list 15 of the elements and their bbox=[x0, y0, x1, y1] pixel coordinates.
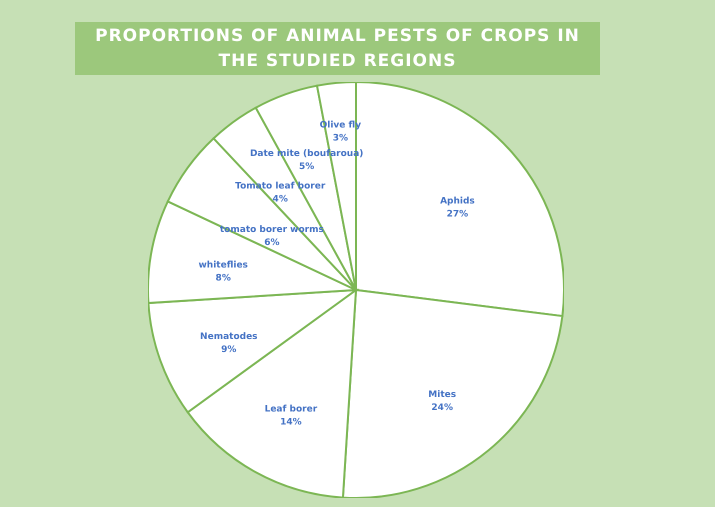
data-label: 8% bbox=[216, 274, 231, 284]
slice-label: Nematodes bbox=[200, 332, 258, 342]
chart-title: PROPORTIONS OF ANIMAL PESTS OF CROPS IN THE STUDIED REGIONS bbox=[75, 22, 600, 75]
data-label: 27% bbox=[446, 210, 468, 220]
data-label: 3% bbox=[332, 133, 348, 144]
slice-label: Leaf borer bbox=[264, 404, 318, 414]
slice-label: Aphids bbox=[440, 196, 475, 207]
data-label: 24% bbox=[431, 403, 453, 414]
data-label: 4% bbox=[272, 194, 288, 205]
data-label: 14% bbox=[280, 417, 302, 428]
slice-label: whiteflies bbox=[198, 260, 248, 271]
data-label: 9% bbox=[221, 344, 236, 355]
data-label: 5% bbox=[299, 162, 314, 172]
slice-label: Mites bbox=[428, 390, 456, 400]
data-label: 6% bbox=[264, 238, 280, 248]
